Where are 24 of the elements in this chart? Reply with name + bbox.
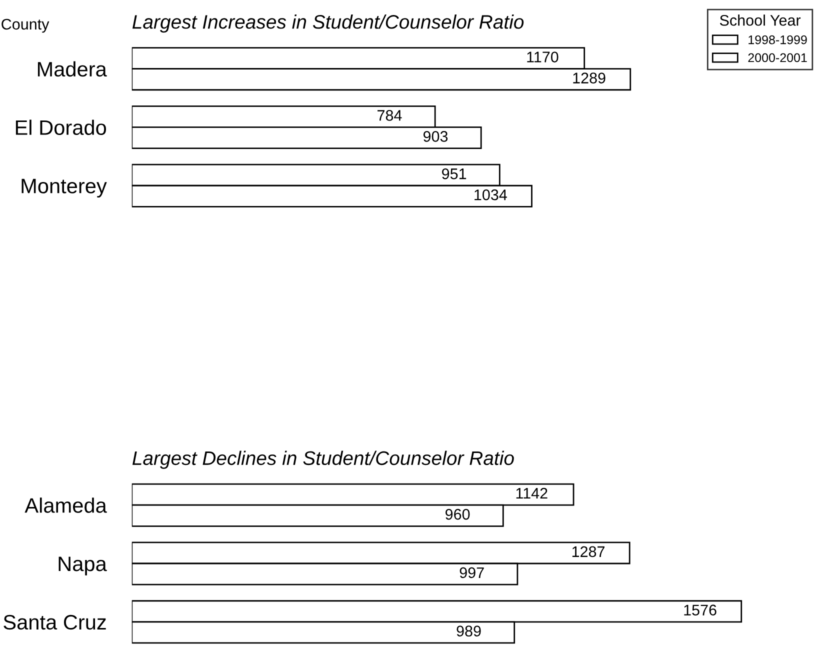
y-tick-label: Monterey	[22, 178, 107, 198]
data-label: 1576	[684, 604, 716, 616]
legend-title: School Year	[720, 14, 801, 26]
legend-label: 1998-1999	[748, 35, 807, 44]
data-label: 960	[446, 508, 470, 520]
y-tick-label: Alameda	[24, 498, 107, 513]
data-label: 903	[423, 131, 448, 142]
data-label: 1287	[572, 546, 604, 558]
chart-title: Largest Increases in Student/Counselor Ratio	[132, 14, 524, 33]
y-axis-title: County	[2, 18, 50, 33]
y-tick-label: El Dorado	[16, 120, 106, 135]
y-tick-label: Santa Cruz	[4, 614, 106, 630]
data-label: 1170	[527, 52, 558, 62]
data-label: 997	[460, 567, 484, 578]
data-label: 989	[456, 626, 481, 636]
legend-label: 2000-2001	[748, 53, 807, 62]
data-label: 1034	[474, 189, 507, 200]
data-label: 951	[442, 168, 466, 180]
y-tick-label: Napa	[58, 556, 107, 576]
data-label: 1289	[573, 72, 606, 84]
chart-title: Largest Declines in Student/Counselor Ratio	[132, 450, 514, 469]
data-label: 1142	[516, 488, 548, 499]
data-label: 784	[378, 110, 402, 121]
y-tick-label: Madera	[38, 61, 107, 77]
